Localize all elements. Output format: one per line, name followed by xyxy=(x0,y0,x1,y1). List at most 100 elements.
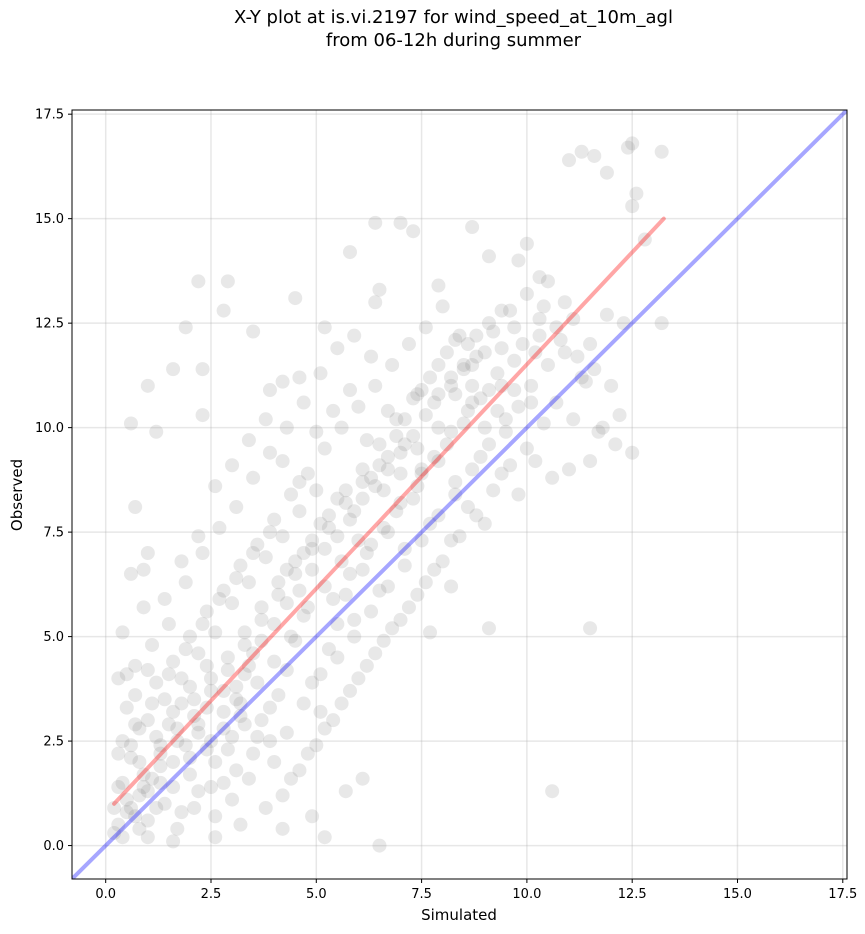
scatter-point xyxy=(431,454,446,469)
scatter-point xyxy=(241,433,256,448)
scatter-point xyxy=(292,583,307,598)
scatter-point xyxy=(372,437,387,452)
scatter-point xyxy=(119,792,134,807)
scatter-point xyxy=(393,445,408,460)
scatter-point xyxy=(288,633,303,648)
scatter-point xyxy=(128,809,143,824)
scatter-point xyxy=(279,596,294,611)
scatter-point xyxy=(338,587,353,602)
scatter-point xyxy=(195,362,210,377)
scatter-point xyxy=(347,328,362,343)
scatter-point xyxy=(465,378,480,393)
scatter-point xyxy=(574,144,589,159)
scatter-point xyxy=(220,274,235,289)
scatter-point xyxy=(595,420,610,435)
scatter-point xyxy=(313,667,328,682)
scatter-point xyxy=(191,529,206,544)
scatter-point xyxy=(364,604,379,619)
scatter-point xyxy=(578,374,593,389)
scatter-point xyxy=(128,688,143,703)
scatter-point xyxy=(305,809,320,824)
scatter-point xyxy=(305,533,320,548)
scatter-point xyxy=(182,767,197,782)
scatter-point xyxy=(456,362,471,377)
scatter-point xyxy=(199,742,214,757)
scatter-point xyxy=(448,387,463,402)
scatter-point xyxy=(119,805,134,820)
scatter-point xyxy=(629,186,644,201)
scatter-point xyxy=(469,508,484,523)
scatter-point xyxy=(562,462,577,477)
scatter-point xyxy=(469,349,484,364)
scatter-point xyxy=(140,713,155,728)
scatter-point xyxy=(490,366,505,381)
scatter-point xyxy=(229,763,244,778)
scatter-point xyxy=(397,541,412,556)
scatter-point xyxy=(309,424,324,439)
scatter-point xyxy=(284,487,299,502)
scatter-point xyxy=(393,612,408,627)
scatter-point xyxy=(321,508,336,523)
scatter-point xyxy=(123,566,138,581)
scatter-point xyxy=(355,771,370,786)
scatter-point xyxy=(136,562,151,577)
scatter-point xyxy=(233,817,248,832)
scatter-point xyxy=(182,750,197,765)
scatter-point xyxy=(115,830,130,845)
scatter-point xyxy=(296,395,311,410)
scatter-point xyxy=(237,637,252,652)
scatter-point xyxy=(284,629,299,644)
scatter-point xyxy=(452,529,467,544)
x-tick-label: 12.5 xyxy=(618,887,647,902)
scatter-point xyxy=(174,554,189,569)
scatter-point xyxy=(275,454,290,469)
scatter-point xyxy=(326,713,341,728)
scatter-point xyxy=(199,658,214,673)
scatter-point xyxy=(473,449,488,464)
scatter-point xyxy=(524,378,539,393)
scatter-point xyxy=(583,454,598,469)
scatter-point xyxy=(397,558,412,573)
scatter-point xyxy=(406,391,421,406)
scatter-point xyxy=(149,729,164,744)
scatter-point xyxy=(524,395,539,410)
scatter-point xyxy=(393,215,408,230)
scatter-point xyxy=(494,341,509,356)
scatter-point xyxy=(237,717,252,732)
scatter-point xyxy=(275,374,290,389)
scatter-point xyxy=(444,533,459,548)
scatter-point xyxy=(342,245,357,260)
scatter-point xyxy=(241,658,256,673)
scatter-point xyxy=(439,437,454,452)
scatter-point xyxy=(418,320,433,335)
scatter-point xyxy=(258,550,273,565)
scatter-point xyxy=(279,420,294,435)
scatter-point xyxy=(317,579,332,594)
scatter-point xyxy=(385,357,400,372)
scatter-point xyxy=(460,337,475,352)
scatter-point xyxy=(380,462,395,477)
scatter-point xyxy=(136,780,151,795)
scatter-point xyxy=(342,512,357,527)
scatter-point xyxy=(300,600,315,615)
scatter-point xyxy=(368,215,383,230)
scatter-point xyxy=(187,800,202,815)
scatter-point xyxy=(195,408,210,423)
scatter-point xyxy=(427,562,442,577)
scatter-point xyxy=(604,378,619,393)
scatter-point xyxy=(406,428,421,443)
scatter-point xyxy=(444,378,459,393)
scatter-point xyxy=(359,658,374,673)
scatter-point xyxy=(250,675,265,690)
scatter-point xyxy=(389,412,404,427)
scatter-point xyxy=(140,813,155,828)
scatter-point xyxy=(258,412,273,427)
scatter-point xyxy=(359,433,374,448)
scatter-point xyxy=(128,717,143,732)
scatter-point xyxy=(288,554,303,569)
x-tick-label: 7.5 xyxy=(411,887,432,902)
scatter-point xyxy=(380,579,395,594)
chart-subtitle: from 06-12h during summer xyxy=(325,30,582,51)
scatter-point xyxy=(136,767,151,782)
scatter-point xyxy=(566,311,581,326)
